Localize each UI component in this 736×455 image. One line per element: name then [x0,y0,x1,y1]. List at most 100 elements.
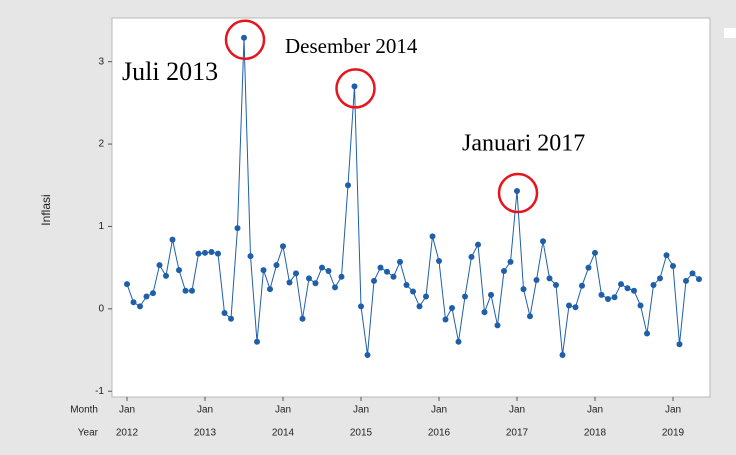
x-tick-label: Jan [587,405,603,416]
y-tick-label: -1 [95,386,104,397]
data-point [488,291,494,298]
data-point [143,293,150,300]
data-point [494,322,501,329]
data-point [670,262,676,269]
data-point [416,303,423,310]
data-point [475,241,481,248]
data-point [176,267,182,274]
data-point [676,341,683,348]
data-point [657,275,663,282]
data-point [345,182,351,189]
data-point [514,188,520,195]
data-point [384,268,390,275]
data-point [286,279,293,286]
data-point [280,243,286,250]
data-point [507,258,514,265]
data-point [449,305,455,312]
data-point [377,264,384,271]
data-point [579,282,585,289]
data-point [137,303,143,310]
data-point [410,288,416,295]
data-point [644,330,650,337]
data-point [611,294,618,301]
data-point [273,262,280,269]
data-point [397,258,403,265]
data-point [267,286,273,293]
highlight-circle [335,68,376,109]
x-year-label: 2016 [428,428,451,439]
data-point [618,281,624,288]
data-point [650,281,657,288]
data-point [423,293,429,300]
data-point [228,315,234,322]
data-point [215,250,221,257]
data-point [455,338,462,345]
data-point [189,287,195,294]
data-point [689,270,696,277]
data-point [429,233,436,240]
data-point [221,309,228,316]
data-point [254,338,260,345]
plot-area [111,17,711,398]
data-point [533,277,540,284]
data-point [468,253,475,260]
data-point [325,267,332,274]
y-tick-label: 1 [98,221,104,232]
data-point [130,299,137,306]
data-point [696,276,702,283]
data-point [234,225,241,232]
data-point [371,277,377,284]
data-point [351,83,358,90]
x-tick-label: Jan [197,405,213,416]
data-point [299,315,306,322]
data-point [358,303,364,310]
data-point [624,285,631,292]
data-point [540,238,546,245]
annotation: Desember 2014 [285,34,418,58]
data-point [637,302,644,309]
x-tick-label: Jan [509,405,525,416]
x-tick-label: Jan [119,405,135,416]
data-point [403,281,410,288]
data-point [559,351,566,358]
data-point [572,304,579,311]
y-tick-label: 2 [98,139,104,150]
data-point [631,287,637,294]
highlight-circle [497,172,539,214]
data-point [195,250,202,257]
data-point [163,272,169,279]
data-point [527,313,533,320]
annotation: Juli 2013 [122,57,218,86]
data-point [169,236,176,243]
data-point [260,267,267,274]
data-point [241,34,247,41]
data-point [663,252,670,259]
data-point [202,249,208,256]
highlight-circle [224,19,266,61]
data-point [319,264,325,271]
data-point [364,351,371,358]
data-point [182,287,189,294]
data-point [605,295,611,302]
x-tick-label: Jan [431,405,447,416]
x-year-label: 2012 [116,428,139,439]
data-point [156,262,163,269]
x-tick-label: Jan [275,405,291,416]
data-point [208,248,215,255]
data-point [293,270,299,277]
data-point [520,286,527,293]
y-axis-label: Inflasi [39,194,53,225]
x-year-label: 2014 [272,428,295,439]
data-point [481,309,488,316]
x-year-label: 2018 [584,428,607,439]
x-year-label: 2015 [350,428,373,439]
y-tick-label: 0 [98,303,104,314]
x-year-label: 2019 [662,428,685,439]
data-point [124,281,130,288]
data-point [566,302,572,309]
x-row-label: Month [70,405,98,416]
data-point [436,258,442,265]
data-point [312,280,319,287]
artifact [724,28,736,38]
